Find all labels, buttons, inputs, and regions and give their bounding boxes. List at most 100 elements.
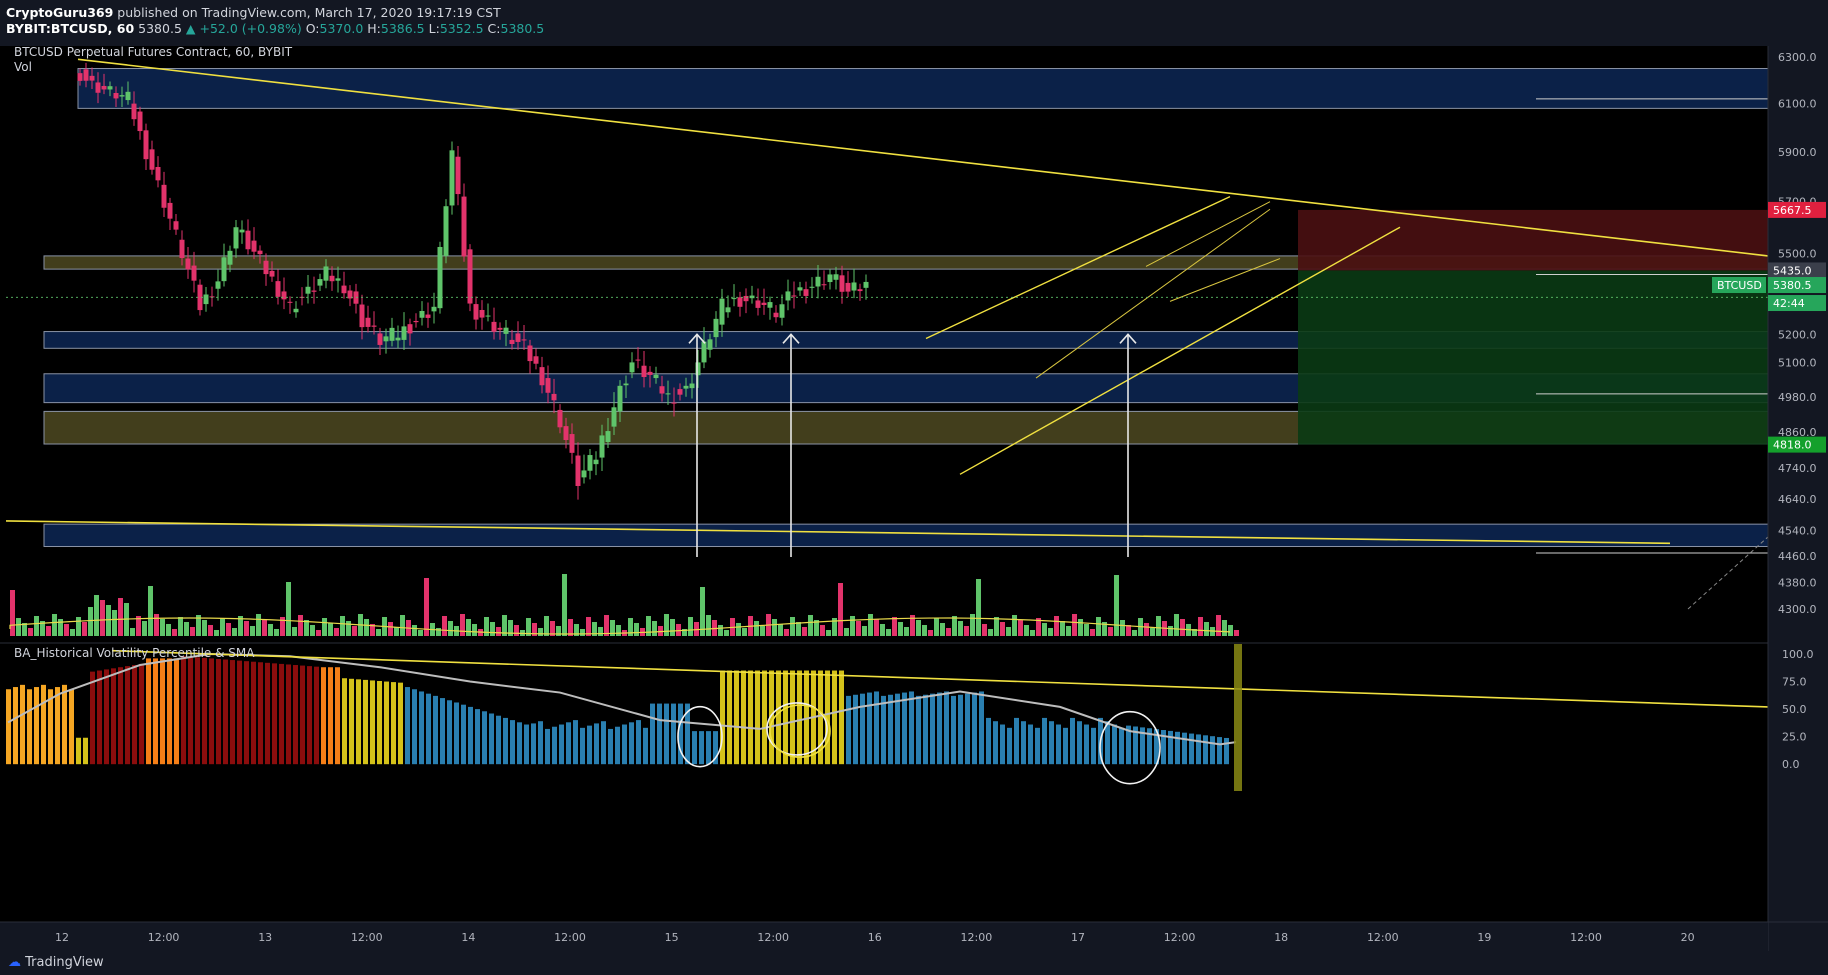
volume-bar bbox=[886, 629, 891, 636]
indicator-tick-label: 0.0 bbox=[1782, 758, 1800, 771]
tradingview-logo[interactable]: ☁ TradingView bbox=[8, 955, 104, 970]
candle-body bbox=[323, 266, 329, 281]
hvp-bar bbox=[846, 695, 851, 765]
hvp-bar bbox=[552, 726, 557, 765]
hvp-bar bbox=[419, 691, 424, 765]
volume-bar bbox=[1156, 616, 1161, 636]
hvp-bar bbox=[510, 720, 515, 765]
candle-body bbox=[521, 339, 527, 341]
time-tick-label: 12:00 bbox=[757, 931, 789, 944]
candle-body bbox=[845, 282, 851, 292]
volume-bar bbox=[742, 628, 747, 636]
candle-body bbox=[617, 385, 623, 412]
chart-svg[interactable]: 6300.06100.05900.05700.05500.05300.05200… bbox=[0, 45, 1828, 951]
volume-bar bbox=[616, 625, 621, 636]
volume-bar bbox=[412, 625, 417, 636]
time-tick-label: 17 bbox=[1071, 931, 1085, 944]
volume-bar bbox=[808, 615, 813, 636]
volume-bar bbox=[1174, 614, 1179, 636]
volume-bar bbox=[1108, 627, 1113, 636]
author-name[interactable]: CryptoGuru369 bbox=[6, 5, 114, 20]
hvp-bar bbox=[1091, 727, 1096, 765]
volume-bar bbox=[1180, 619, 1185, 636]
hvp-bar bbox=[1189, 733, 1194, 765]
time-axis-bg bbox=[0, 922, 1768, 951]
volume-bar bbox=[190, 627, 195, 636]
price-tick-label: 5100.0 bbox=[1778, 356, 1817, 369]
hvp-bar bbox=[685, 703, 690, 765]
volume-bar bbox=[268, 624, 273, 636]
price-label-text: 5435.0 bbox=[1773, 264, 1812, 277]
hvp-bar bbox=[83, 737, 88, 765]
hvp-bar bbox=[272, 663, 277, 765]
volume-bar bbox=[676, 624, 681, 636]
volume-bar bbox=[94, 595, 99, 636]
time-tick-label: 20 bbox=[1681, 931, 1695, 944]
hvp-bar bbox=[832, 670, 837, 765]
hvp-bar bbox=[258, 662, 263, 765]
annotation-circle bbox=[1099, 710, 1161, 785]
chart-area[interactable]: 6300.06100.05900.05700.05500.05300.05200… bbox=[0, 45, 1828, 951]
hvp-bar bbox=[426, 693, 431, 765]
volume-bar bbox=[370, 624, 375, 636]
hvp-bar bbox=[1063, 727, 1068, 765]
last-price: 5380.5 bbox=[138, 21, 182, 36]
indicator-tick-label: 50.0 bbox=[1782, 703, 1807, 716]
hvp-bar bbox=[1140, 727, 1145, 765]
candle-body bbox=[203, 294, 209, 305]
candle-body bbox=[809, 286, 815, 288]
candle-body bbox=[287, 301, 293, 303]
volume-bar bbox=[1048, 628, 1053, 636]
candle-body bbox=[779, 304, 785, 318]
volume-bar bbox=[550, 621, 555, 636]
candle-body bbox=[473, 304, 479, 320]
volume-bar bbox=[1036, 618, 1041, 636]
hvp-bar bbox=[839, 670, 844, 765]
volume-bar bbox=[1132, 630, 1137, 636]
candle-body bbox=[329, 275, 335, 282]
candle-body bbox=[77, 73, 83, 81]
up-arrow-head bbox=[688, 333, 706, 344]
volume-bar bbox=[976, 579, 981, 636]
hvp-bar bbox=[230, 660, 235, 765]
hvp-bar bbox=[1035, 727, 1040, 765]
volume-bar bbox=[784, 629, 789, 636]
volume-bar bbox=[928, 630, 933, 636]
volume-bar bbox=[904, 627, 909, 636]
volume-bar bbox=[544, 616, 549, 636]
volume-bar bbox=[646, 616, 651, 636]
volume-bar bbox=[658, 626, 663, 636]
ohlc-line: BYBIT:BTCUSD, 60 5380.5 ▲ +52.0 (+0.98%)… bbox=[6, 21, 544, 36]
candle-body bbox=[683, 385, 689, 389]
volume-bar bbox=[262, 619, 267, 636]
candle-body bbox=[545, 378, 551, 393]
hvp-bar bbox=[1070, 717, 1075, 765]
candle-body bbox=[143, 130, 149, 160]
volume-bar bbox=[1054, 616, 1059, 636]
open-value: 5370.0 bbox=[319, 21, 364, 36]
price-tick-label: 5500.0 bbox=[1778, 247, 1817, 260]
price-tick-label: 5900.0 bbox=[1778, 146, 1817, 159]
volume-bar bbox=[394, 627, 399, 636]
volume-bar bbox=[400, 615, 405, 636]
volume-bar bbox=[628, 618, 633, 636]
candle-body bbox=[503, 327, 509, 334]
hvp-bar bbox=[657, 703, 662, 765]
volume-bar bbox=[1096, 617, 1101, 636]
candle-body bbox=[851, 282, 857, 291]
volume-bar bbox=[178, 617, 183, 636]
candle-body bbox=[665, 393, 671, 395]
hvp-bar bbox=[1210, 736, 1215, 765]
candle-body bbox=[791, 295, 797, 297]
volume-bar bbox=[202, 620, 207, 636]
candle-body bbox=[389, 327, 395, 341]
candle-body bbox=[623, 383, 629, 386]
indicator-layer bbox=[0, 642, 1769, 791]
candle-body bbox=[653, 374, 659, 379]
hvp-bar bbox=[1007, 727, 1012, 765]
hvp-bar bbox=[1049, 721, 1054, 765]
hvp-bar bbox=[391, 682, 396, 765]
volume-bar bbox=[484, 617, 489, 636]
hvp-bar bbox=[6, 689, 11, 765]
hvp-bar bbox=[125, 666, 130, 765]
